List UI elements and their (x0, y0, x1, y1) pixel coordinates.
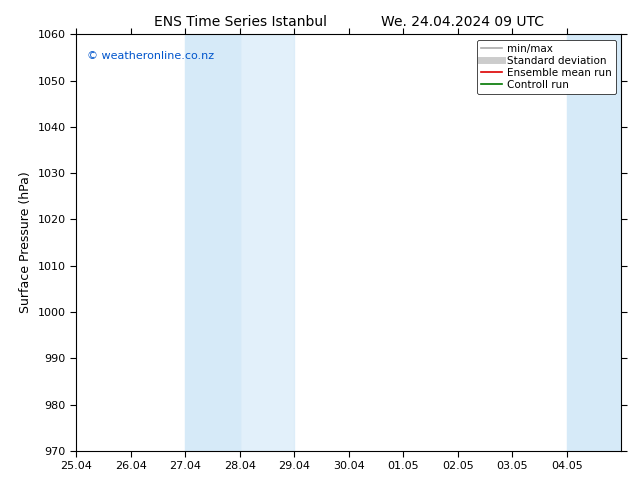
Bar (185, 34, 240, 451)
Text: © weatheronline.co.nz: © weatheronline.co.nz (87, 51, 214, 61)
Legend: min/max, Standard deviation, Ensemble mean run, Controll run: min/max, Standard deviation, Ensemble me… (477, 40, 616, 94)
Text: ENS Time Series Istanbul: ENS Time Series Istanbul (155, 15, 327, 29)
Text: We. 24.04.2024 09 UTC: We. 24.04.2024 09 UTC (381, 15, 545, 29)
Bar (567, 34, 621, 451)
Bar (240, 34, 294, 451)
Y-axis label: Surface Pressure (hPa): Surface Pressure (hPa) (19, 172, 32, 314)
